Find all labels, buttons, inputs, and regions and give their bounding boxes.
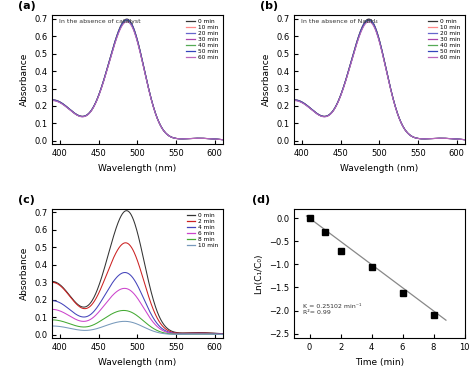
- X-axis label: Wavelength (nm): Wavelength (nm): [98, 358, 176, 367]
- Y-axis label: Ln(C₁/C₀): Ln(C₁/C₀): [255, 253, 264, 294]
- Text: In the absence of catalyst: In the absence of catalyst: [59, 19, 141, 24]
- X-axis label: Wavelength (nm): Wavelength (nm): [340, 164, 419, 173]
- Text: (a): (a): [18, 1, 36, 11]
- Text: In the absence of NaBH₄: In the absence of NaBH₄: [301, 19, 378, 24]
- X-axis label: Wavelength (nm): Wavelength (nm): [98, 164, 176, 173]
- Text: (b): (b): [260, 1, 278, 11]
- Text: K = 0.25102 min⁻¹
R²= 0.99: K = 0.25102 min⁻¹ R²= 0.99: [302, 304, 361, 315]
- Text: (d): (d): [252, 195, 270, 205]
- Y-axis label: Absorbance: Absorbance: [262, 53, 271, 106]
- X-axis label: Time (min): Time (min): [355, 358, 404, 367]
- Legend: 0 min, 10 min, 20 min, 30 min, 40 min, 50 min, 60 min: 0 min, 10 min, 20 min, 30 min, 40 min, 5…: [185, 18, 219, 61]
- Legend: 0 min, 2 min, 4 min, 6 min, 8 min, 10 min: 0 min, 2 min, 4 min, 6 min, 8 min, 10 mi…: [185, 212, 219, 249]
- Y-axis label: Absorbance: Absorbance: [19, 247, 28, 300]
- Text: (c): (c): [18, 195, 35, 205]
- Legend: 0 min, 10 min, 20 min, 30 min, 40 min, 50 min, 60 min: 0 min, 10 min, 20 min, 30 min, 40 min, 5…: [427, 18, 462, 61]
- Y-axis label: Absorbance: Absorbance: [19, 53, 28, 106]
